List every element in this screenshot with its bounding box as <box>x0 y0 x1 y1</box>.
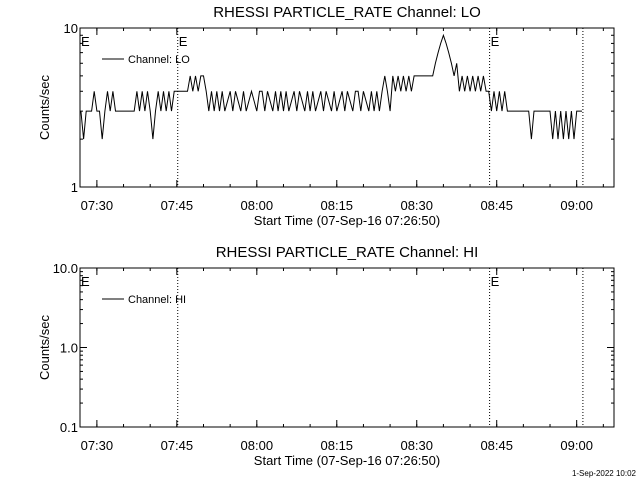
event-marker-label: E <box>179 34 188 49</box>
y-tick-label: 10 <box>64 21 78 36</box>
x-axis-label: Start Time (07-Sep-16 07:26:50) <box>254 213 440 228</box>
x-tick-label: 08:15 <box>321 198 354 213</box>
series-line <box>80 33 582 140</box>
x-tick-label: 08:15 <box>321 438 354 453</box>
footer-timestamp: 1-Sep-2022 10:02 <box>572 469 637 478</box>
x-tick-label: 08:00 <box>241 198 274 213</box>
legend-label: Channel: LO <box>128 54 190 66</box>
y-tick-label: 10.0 <box>53 261 78 276</box>
x-tick-label: 07:45 <box>161 438 194 453</box>
x-tick-label: 08:45 <box>480 198 513 213</box>
x-tick-label: 08:00 <box>241 438 274 453</box>
corner-flag-label: E <box>81 274 90 289</box>
x-tick-label: 08:45 <box>480 438 513 453</box>
x-tick-label: 07:30 <box>81 438 114 453</box>
corner-flag-label: E <box>81 34 90 49</box>
y-tick-label: 1 <box>71 180 78 195</box>
legend-label: Channel: HI <box>128 294 186 306</box>
x-tick-label: 08:30 <box>400 198 433 213</box>
x-tick-label: 08:30 <box>400 438 433 453</box>
x-tick-label: 09:00 <box>560 438 593 453</box>
plot-frame <box>79 267 615 428</box>
event-marker-label: E <box>491 274 500 289</box>
y-tick-label: 0.1 <box>60 420 78 435</box>
y-axis-label: Counts/sec <box>37 74 52 140</box>
chart-title: RHESSI PARTICLE_RATE Channel: HI <box>216 244 479 261</box>
y-tick-label: 1.0 <box>60 341 78 356</box>
x-axis-label: Start Time (07-Sep-16 07:26:50) <box>254 453 440 468</box>
x-tick-label: 07:45 <box>161 198 194 213</box>
plot-frame <box>79 27 615 188</box>
x-tick-label: 07:30 <box>81 198 114 213</box>
x-tick-label: 09:00 <box>560 198 593 213</box>
event-marker-label: E <box>491 34 500 49</box>
chart-title: RHESSI PARTICLE_RATE Channel: LO <box>213 4 481 21</box>
y-axis-label: Counts/sec <box>37 314 52 380</box>
